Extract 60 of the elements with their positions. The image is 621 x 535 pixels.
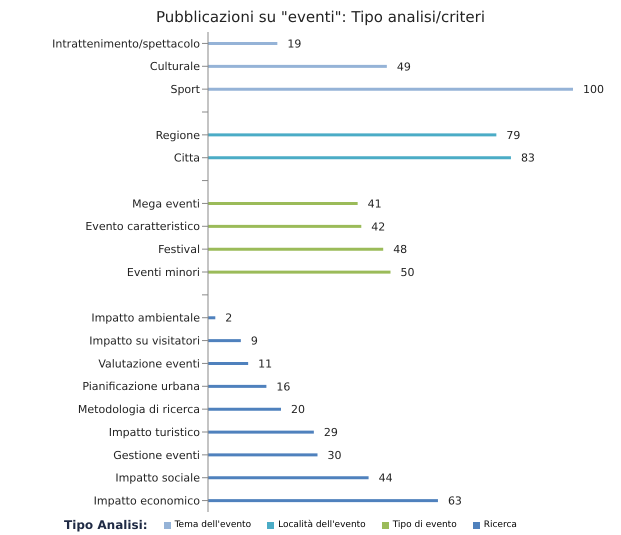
chart-title: Pubblicazioni su "eventi": Tipo analisi/criteri	[155, 8, 486, 26]
y-tick-label: Impatto su visitatori	[89, 334, 200, 348]
legend-label: Tipo di evento	[392, 520, 457, 530]
y-tick-label: Intrattenimento/spettacolo	[52, 37, 200, 50]
data-label: 48	[393, 243, 408, 256]
y-tick-label: Eventi minori	[126, 266, 200, 279]
y-tick-label: Citta	[174, 152, 200, 165]
data-label: 2	[225, 312, 232, 325]
bar	[208, 476, 369, 480]
data-label: 63	[448, 494, 462, 508]
bar	[208, 339, 241, 342]
y-tick-label: Evento caratteristico	[85, 220, 200, 234]
y-tick-label: Impatto economico	[94, 494, 200, 508]
data-label: 41	[368, 197, 382, 210]
bar	[208, 42, 278, 45]
bar	[208, 499, 438, 502]
bar	[208, 224, 362, 228]
bar	[208, 202, 358, 205]
legend-title: Tipo Analisi:	[64, 518, 148, 532]
data-label: 30	[328, 448, 342, 462]
bar	[208, 133, 496, 136]
bar	[208, 453, 318, 456]
bar	[208, 156, 511, 160]
bar	[208, 270, 390, 274]
data-label: 11	[258, 357, 272, 370]
data-label: 44	[378, 472, 393, 485]
data-label: 29	[324, 426, 338, 439]
bar	[208, 64, 387, 68]
y-tick-label: Gestione eventi	[113, 448, 200, 462]
y-tick-label: Impatto turistico	[108, 426, 200, 439]
data-label: 19	[287, 37, 302, 50]
data-label: 100	[583, 83, 604, 96]
y-tick-label: Metodologia di ricerca	[78, 403, 200, 416]
data-label: 49	[396, 60, 411, 74]
data-label: 16	[276, 380, 290, 394]
data-label: 42	[371, 220, 386, 234]
bar	[208, 316, 216, 320]
y-tick-label: Regione	[156, 128, 200, 142]
y-tick-label: Pianificazione urbana	[82, 380, 200, 394]
data-label: 50	[400, 266, 414, 279]
bar	[208, 248, 384, 251]
data-label: 83	[520, 152, 535, 165]
y-tick-label: Valutazione eventi	[98, 357, 200, 370]
data-label: 79	[506, 128, 520, 142]
bar	[208, 430, 314, 434]
y-tick-label: Sport	[170, 83, 201, 96]
y-tick-label: Festival	[158, 243, 200, 256]
bar	[208, 384, 266, 388]
data-label: 20	[291, 403, 305, 416]
legend-label: Località dell'evento	[277, 520, 366, 530]
bar	[208, 408, 281, 411]
y-tick-label: Mega eventi	[132, 197, 200, 210]
y-tick-label: Impatto ambientale	[91, 312, 200, 325]
data-label: 9	[250, 334, 258, 348]
legend-label: Tema dell'evento	[174, 520, 252, 530]
bar	[208, 88, 573, 91]
y-tick-label: Culturale	[150, 60, 200, 74]
legend-label: Ricerca	[482, 520, 517, 530]
y-tick-label: Impatto sociale	[115, 472, 200, 485]
bar	[208, 362, 248, 365]
